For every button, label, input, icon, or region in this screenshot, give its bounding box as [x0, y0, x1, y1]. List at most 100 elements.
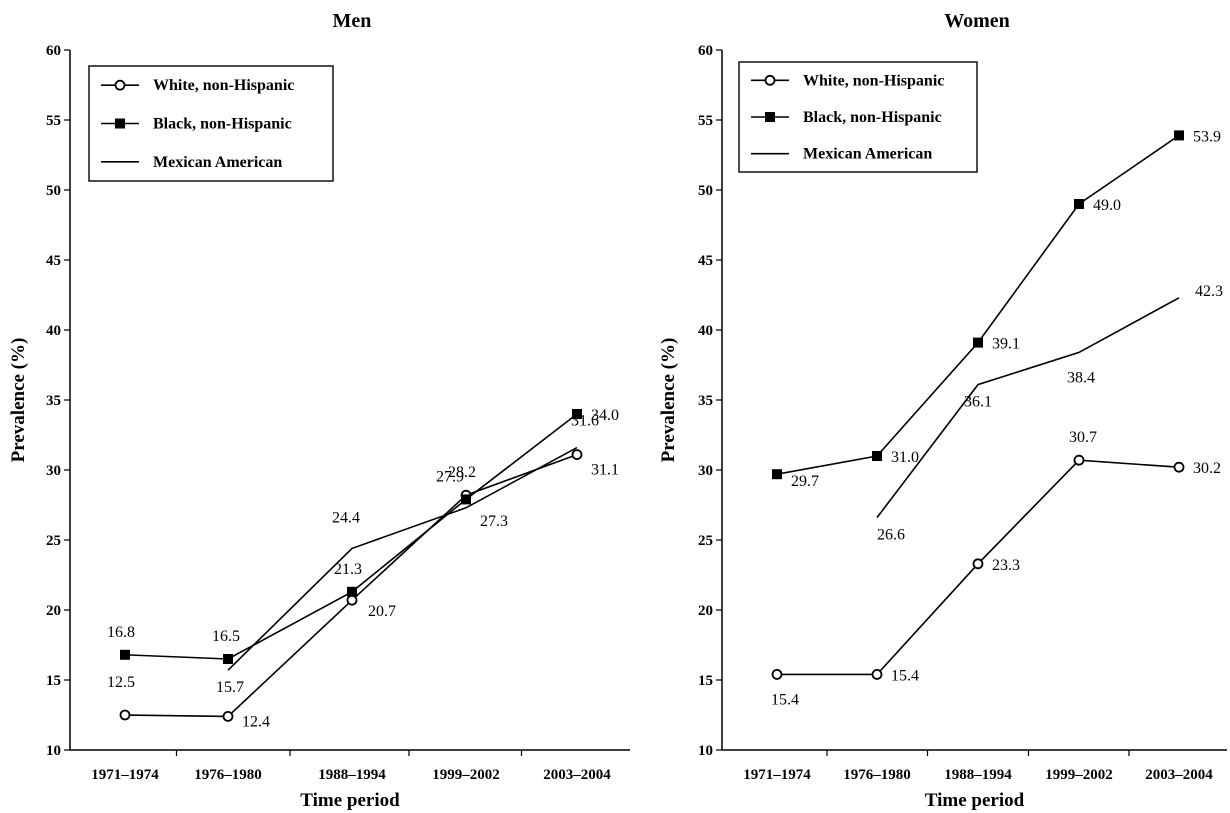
chart-panel-men: Men 10 15 20 25 30 35 40 45 50 55 60 1971–1974 1976–1… [8, 10, 630, 811]
series-black-non-hispanic: 16.8 16.5 21.3 27.9 34.0 [107, 407, 619, 664]
data-label: 15.4 [771, 691, 799, 708]
legend-marker-square [765, 112, 775, 122]
data-point-circle [346, 594, 358, 606]
y-tick-label: 25 [46, 533, 61, 549]
y-tick-label: 40 [698, 323, 713, 339]
data-label: 23.3 [992, 557, 1020, 574]
legend-label: Black, non-Hispanic [153, 116, 292, 133]
data-point-square [1174, 130, 1184, 141]
legend-marker-circle [114, 79, 126, 91]
series-line [124, 453, 578, 718]
data-point-square [572, 409, 582, 419]
y-tick-label: 55 [698, 113, 713, 129]
y-tick-label: 55 [46, 113, 61, 129]
x-tick-label: 1976–1980 [843, 767, 911, 783]
series-black-non-hispanic: 29.7 31.0 39.1 49.0 53.9 [772, 128, 1221, 490]
data-label: 21.3 [334, 561, 362, 578]
y-tick-label: 10 [698, 743, 713, 759]
y-tick-label: 35 [46, 393, 61, 409]
series-white-non-hispanic: 12.5 12.4 20.7 28.2 31.1 [107, 449, 619, 730]
chart-title: Women [944, 10, 1010, 32]
x-tick-label: 1971–1974 [743, 767, 811, 783]
data-point-square [973, 337, 983, 348]
data-label: 15.7 [216, 679, 244, 696]
series-line [876, 297, 1180, 519]
data-point-square [461, 494, 471, 505]
data-label: 30.2 [1193, 460, 1221, 477]
y-tick-label: 50 [698, 183, 713, 199]
y-tick-label: 45 [698, 253, 713, 269]
data-label: 27.3 [480, 513, 508, 530]
data-label: 31.1 [591, 462, 619, 479]
y-tick-label: 45 [46, 253, 61, 269]
data-point-circle [119, 709, 131, 721]
x-axis-title: Time period [300, 790, 400, 811]
data-label: 39.1 [992, 336, 1020, 353]
data-point-circle [771, 669, 783, 680]
data-point-square [223, 654, 233, 664]
data-label: 30.7 [1069, 429, 1097, 446]
data-label: 12.4 [242, 713, 270, 730]
y-tick-label: 30 [698, 463, 713, 479]
data-label: 12.5 [107, 674, 135, 691]
y-tick-label: 35 [698, 393, 713, 409]
data-label: 31.0 [891, 449, 919, 466]
legend-label: Black, non-Hispanic [803, 109, 942, 126]
y-tick-label: 10 [46, 743, 61, 759]
data-label: 36.1 [964, 394, 992, 411]
series-line [124, 413, 578, 660]
x-tick-label: 1988–1994 [944, 767, 1012, 783]
series-line [227, 446, 578, 671]
data-label: 16.5 [212, 628, 240, 645]
data-point-circle [972, 558, 984, 570]
legend-marker-circle [764, 74, 776, 86]
y-axis-title: Prevalence (%) [8, 338, 29, 463]
x-tick-label: 1999–2002 [1045, 767, 1113, 783]
y-tick-label: 20 [698, 603, 713, 619]
x-tick-label: 1999–2002 [432, 767, 500, 783]
legend-label: White, non-Hispanic [153, 77, 294, 94]
legend-label: Mexican American [153, 154, 282, 171]
data-label: 53.9 [1193, 128, 1221, 145]
data-label: 24.4 [332, 509, 360, 526]
x-tick-label: 1988–1994 [318, 767, 386, 783]
data-label: 20.7 [368, 603, 396, 620]
data-point-circle [1173, 461, 1185, 473]
data-label: 27.9 [436, 468, 464, 485]
data-label: 34.0 [591, 407, 619, 424]
data-label: 16.8 [107, 624, 135, 641]
x-tick-label: 2003–2004 [1145, 767, 1213, 783]
y-tick-label: 15 [698, 673, 713, 689]
series-white-non-hispanic: 15.4 15.4 23.3 30.7 30.2 [771, 429, 1221, 708]
y-tick-label: 40 [46, 323, 61, 339]
data-label: 31.6 [571, 413, 599, 430]
x-tick-label: 1971–1974 [91, 767, 159, 783]
data-point-circle [222, 711, 234, 722]
data-point-square [347, 586, 357, 597]
y-tick-label: 20 [46, 603, 61, 619]
series-mexican-american: 15.7 24.4 27.3 31.6 [216, 413, 599, 697]
chart-title: Men [333, 10, 372, 32]
data-label: 28.2 [448, 464, 476, 481]
x-axis-title: Time period [925, 790, 1025, 811]
chart-panel-women: Women 10 15 20 25 30 35 40 45 50 55 60 1971–1974 1976… [658, 10, 1227, 811]
data-point-square [1074, 199, 1084, 209]
y-tick-label: 50 [46, 183, 61, 199]
data-point-circle [571, 449, 583, 461]
legend-marker-square [115, 118, 125, 129]
x-tick-label: 1976–1980 [194, 767, 262, 783]
x-tick-label: 2003–2004 [543, 767, 611, 783]
y-axis-title: Prevalence (%) [658, 338, 679, 463]
data-label: 15.4 [891, 667, 919, 684]
legend: White, non-Hispanic Black, non-Hispanic Me… [738, 61, 978, 173]
y-tick-label: 60 [698, 43, 713, 59]
y-tick-label: 25 [698, 533, 713, 549]
data-point-square [872, 451, 882, 461]
y-tick-label: 30 [46, 463, 61, 479]
legend: White, non-Hispanic Black, non-Hispanic Me… [88, 65, 334, 182]
data-label: 29.7 [791, 473, 819, 490]
data-point-circle [1073, 454, 1085, 466]
legend-label: Mexican American [803, 146, 932, 163]
series-mexican-american: 26.6 36.1 38.4 42.3 [876, 283, 1223, 544]
